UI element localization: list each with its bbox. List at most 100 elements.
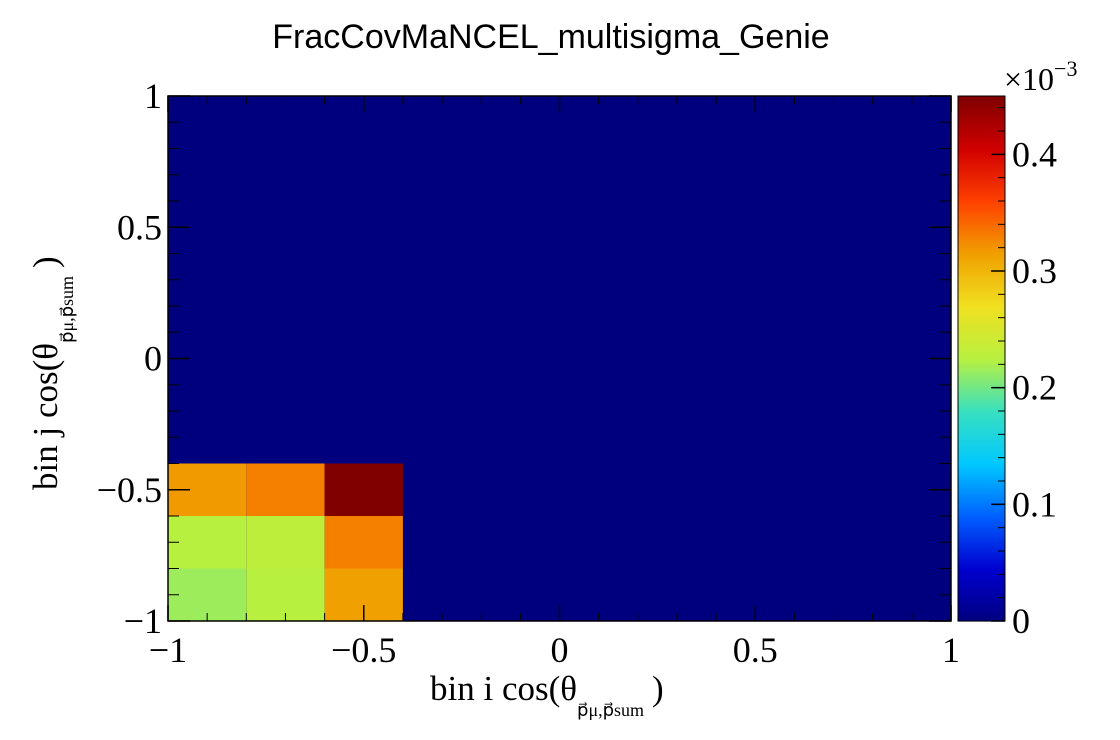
colorbar-segment <box>958 609 1005 613</box>
colorbar-segment <box>958 356 1005 360</box>
colorbar-segment <box>958 270 1005 274</box>
colorbar-segment <box>958 222 1005 226</box>
colorbar-segment <box>958 96 1005 99</box>
colorbar-segment <box>958 539 1005 543</box>
colorbar-segment <box>958 611 1005 615</box>
colorbar-segment <box>958 585 1005 589</box>
colorbar-tick-label: 0.4 <box>1012 134 1057 174</box>
colorbar-segment <box>958 320 1005 324</box>
colorbar-segment <box>958 115 1005 119</box>
colorbar-segment <box>958 146 1005 150</box>
colorbar-segment <box>958 513 1005 517</box>
colorbar-segment <box>958 148 1005 152</box>
colorbar-segment <box>958 107 1005 111</box>
colorbar-segment <box>958 439 1005 443</box>
colorbar-segment <box>958 525 1005 529</box>
colorbar-segment <box>958 368 1005 372</box>
colorbar-segment <box>958 580 1005 584</box>
colorbar-segment <box>958 463 1005 467</box>
colorbar-segment <box>958 601 1005 605</box>
colorbar-segment <box>958 325 1005 329</box>
colorbar-segment <box>958 215 1005 219</box>
colorbar-segment <box>958 403 1005 407</box>
colorbar-segment <box>958 606 1005 610</box>
colorbar-segment <box>958 399 1005 403</box>
colorbar-segment <box>958 391 1005 395</box>
colorbar-segment <box>958 432 1005 436</box>
colorbar-segment <box>958 255 1005 259</box>
colorbar-segment <box>958 313 1005 317</box>
colorbar-segment <box>958 348 1005 352</box>
y-axis-label: bin j cos(θp⃗μ,p⃗sum) <box>26 256 77 490</box>
colorbar-segment <box>958 582 1005 586</box>
y-axis-label-subscript: p⃗μ,p⃗sum <box>57 276 77 343</box>
colorbar-segment <box>958 442 1005 446</box>
colorbar-tick-label: 0.2 <box>1012 368 1057 408</box>
colorbar-segment <box>958 105 1005 109</box>
colorbar-segment <box>958 134 1005 138</box>
colorbar-segment <box>958 425 1005 429</box>
colorbar-segment <box>958 484 1005 488</box>
colorbar-segment <box>958 518 1005 522</box>
colorbar-segment <box>958 198 1005 202</box>
colorbar-segment <box>958 613 1005 617</box>
colorbar-segment <box>958 103 1005 107</box>
colorbar-segment <box>958 504 1005 508</box>
colorbar-segment <box>958 384 1005 388</box>
chart-title: FracCovMaNCEL_multisigma_Genie <box>272 18 829 56</box>
colorbar-segment <box>958 153 1005 157</box>
colorbar-segment <box>958 267 1005 271</box>
colorbar-segment <box>958 165 1005 169</box>
colorbar-segment <box>958 162 1005 166</box>
colorbar-segment <box>958 136 1005 140</box>
colorbar-exponent-power: −3 <box>1054 56 1077 81</box>
colorbar-segment <box>958 260 1005 264</box>
colorbar-segment <box>958 131 1005 135</box>
colorbar-segment <box>958 430 1005 434</box>
colorbar-segment <box>958 220 1005 224</box>
colorbar-segment <box>958 532 1005 536</box>
colorbar-segment <box>958 344 1005 348</box>
x-axis-label-suffix: ) <box>652 669 664 708</box>
y-tick-label: −1 <box>124 601 162 641</box>
colorbar-segment <box>958 351 1005 355</box>
colorbar-segment <box>958 508 1005 512</box>
x-tick-label: 0 <box>551 630 569 670</box>
colorbar-segment <box>958 375 1005 379</box>
colorbar-segment <box>958 296 1005 300</box>
colorbar-segment <box>958 217 1005 221</box>
colorbar-segment <box>958 322 1005 326</box>
colorbar-exponent-label: ×10−3 <box>1004 56 1077 97</box>
colorbar-segment <box>958 358 1005 362</box>
colorbar-segment <box>958 346 1005 350</box>
colorbar-segment <box>958 379 1005 383</box>
colorbar-segment <box>958 310 1005 314</box>
colorbar-segment <box>958 506 1005 510</box>
y-axis: −1 −0.5 0 0.5 1 <box>97 76 951 641</box>
colorbar-segment <box>958 203 1005 207</box>
colorbar-segment <box>958 124 1005 128</box>
colorbar-segment <box>958 516 1005 519</box>
colorbar-segment <box>958 599 1005 603</box>
colorbar-segment <box>958 401 1005 405</box>
colorbar-segment <box>958 181 1005 185</box>
colorbar-segment <box>958 248 1005 252</box>
colorbar-segment <box>958 554 1005 558</box>
colorbar-segment <box>958 489 1005 493</box>
colorbar-segment <box>958 315 1005 319</box>
colorbar-segment <box>958 535 1005 539</box>
colorbar-segment <box>958 456 1005 460</box>
colorbar-segment <box>958 179 1005 183</box>
colorbar-segment <box>958 427 1005 431</box>
plot-area <box>167 95 952 622</box>
colorbar-segment <box>958 282 1005 286</box>
colorbar-segment <box>958 243 1005 247</box>
colorbar-segment <box>958 511 1005 515</box>
colorbar-segment <box>958 306 1005 309</box>
colorbar-segment <box>958 523 1005 527</box>
colorbar-segment <box>958 492 1005 496</box>
colorbar-tick-label: 0 <box>1012 601 1030 641</box>
colorbar-segment <box>958 570 1005 574</box>
colorbar-segment <box>958 127 1005 131</box>
y-tick-label: 0 <box>144 339 162 379</box>
